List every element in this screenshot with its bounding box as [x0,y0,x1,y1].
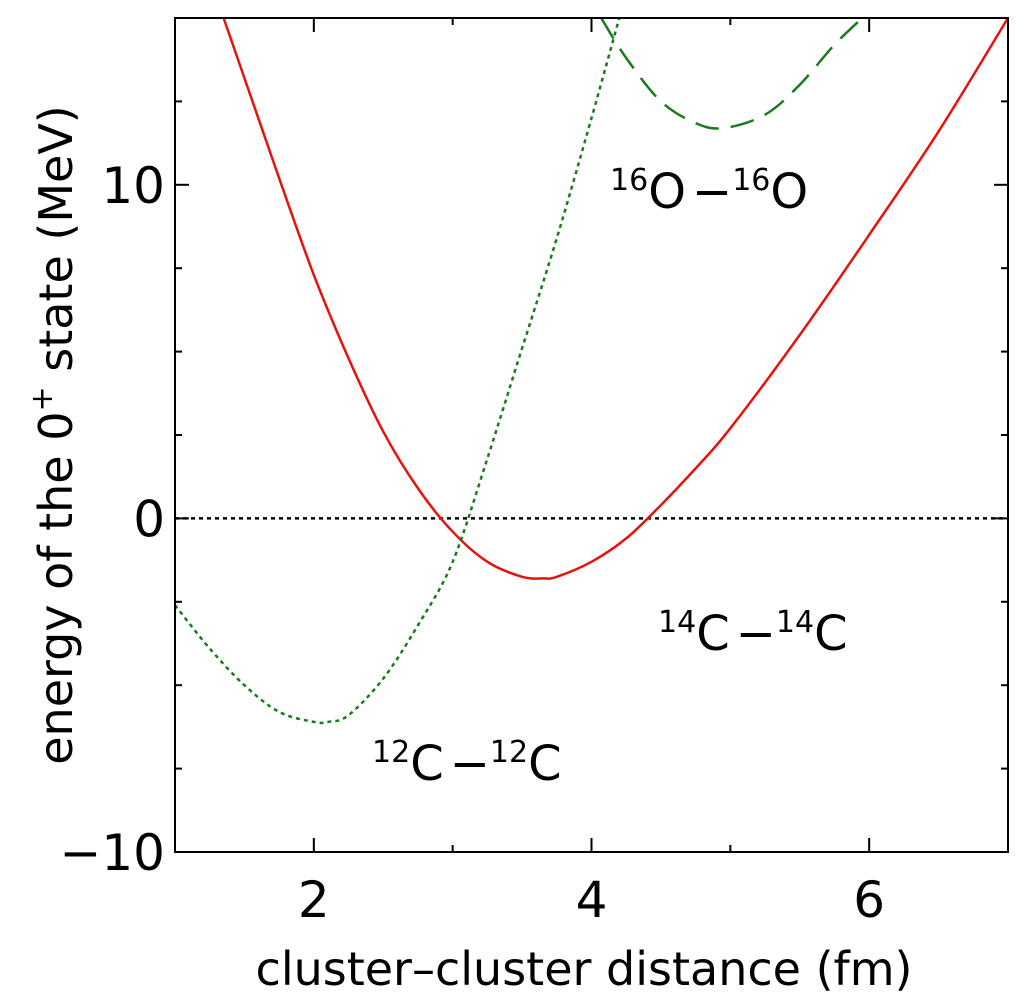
series-label-16o-16o: 16O −16O [610,163,808,220]
x-tick-labels: 2 4 6 [298,871,885,929]
y-axis-label-main: energy of the 0 [29,412,83,765]
x-tick-label: 4 [576,871,608,929]
series-label-12c-12c: 12C −12C [372,735,562,792]
x-tick-label: 2 [298,871,330,929]
y-axis-label: energy of the 0+ state (MeV) [25,105,83,765]
series-label-14c-14c: 14C −14C [658,605,848,662]
plot-frame [174,17,1009,853]
y-tick-label: −10 [59,824,165,882]
y-tick-labels: −10 0 10 [59,157,165,882]
series-group [175,18,1008,725]
x-axis-label: cluster–cluster distance (fm) [256,942,913,996]
series-line-o16 [600,18,864,130]
y-axis-label-superscript: + [25,386,60,411]
series-line-c12 [175,18,621,725]
y-tick-label: 10 [101,157,165,215]
series-line-c14 [222,18,1008,580]
tick-marks [174,17,1009,853]
x-tick-label: 6 [853,871,885,929]
y-axis-label-rest: state (MeV) [29,105,83,386]
y-tick-label: 0 [133,490,165,548]
